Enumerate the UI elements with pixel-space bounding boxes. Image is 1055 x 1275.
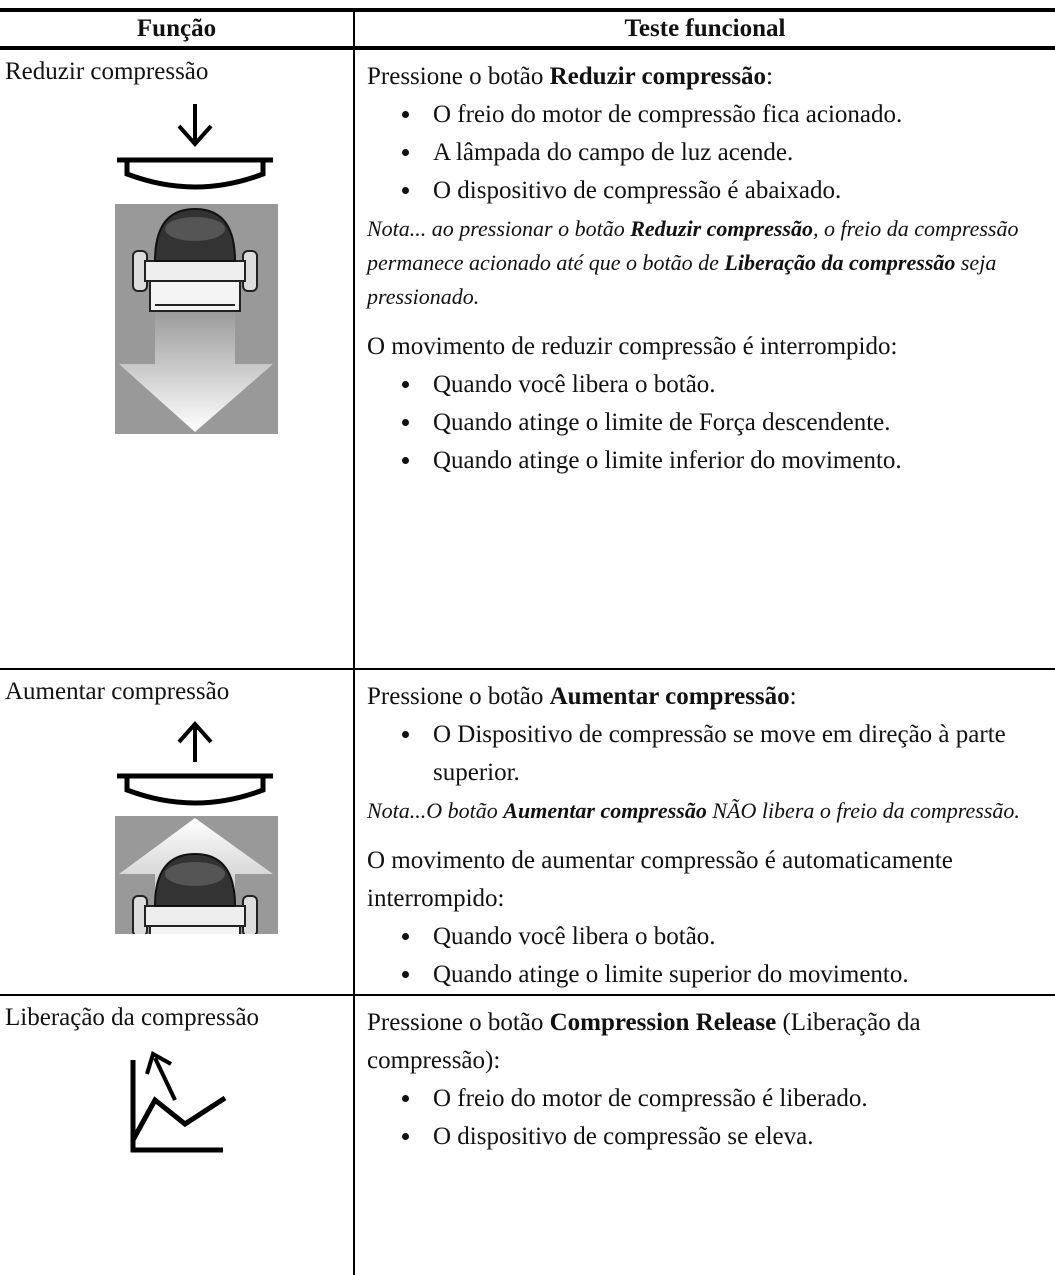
function-name: Liberação da compressão [5,1004,260,1031]
table-body: Reduzir compressão Pressione o botão Red… [0,48,1055,1275]
table-row: Reduzir compressão Pressione o botão Red… [0,48,1055,670]
text: NÃO libera o freio da compressão. [706,798,1020,823]
text: : [766,63,773,90]
text: O movimento de aumentar compressão é aut… [367,847,953,912]
text: : [789,683,797,710]
bold-text: Liberação da compressão [724,250,956,275]
icon-release [130,1051,227,1153]
header-cell: Função [0,8,355,50]
bold-text: Reduzir compressão [549,63,767,90]
paragraph: Pressione o botão Aumentar compressão: [367,678,1055,716]
bold-text: Reduzir compressão [630,216,813,241]
function-cell: Liberação da compressão [0,995,355,1275]
header-row: Função Teste funcional [0,8,1055,50]
bullet-list: O Dispositivo de compressão se move em d… [367,716,1055,792]
function-cell: Aumentar compressão [0,669,355,996]
test-cell: Pressione o botão Aumentar compressão:O … [354,669,1055,996]
function-name: Reduzir compressão [5,58,209,85]
text: Pressione o botão [367,683,550,710]
bullet-item: A lâmpada do campo de luz acende. [423,134,1055,172]
test-cell: Pressione o botão Reduzir compressão:O f… [354,48,1055,670]
bullet-item: O Dispositivo de compressão se move em d… [423,716,1055,792]
text: seja pressionado. [367,250,997,309]
bold-text: Aumentar compressão [549,683,790,710]
bullet-list: Quando você libera o botão.Quando atinge… [367,366,1055,480]
paragraph: Pressione o botão Reduzir compressão: [367,58,1055,96]
bullet-item: Quando atinge o limite superior do movim… [423,956,1055,994]
icon-lower [115,104,278,434]
function-name: Aumentar compressão [5,678,230,705]
table-row: Aumentar compressão Pressione o botão Au… [0,669,1055,996]
text: , o freio da compressão permanece aciona… [367,216,1019,275]
bullet-list: O freio do motor de compressão é liberad… [367,1080,1055,1156]
bullet-item: Quando você libera o botão. [423,918,1055,956]
table-row: Liberação da compressão Pressione o botã… [0,995,1055,1275]
paragraph: Pressione o botão Compression Release (L… [367,1004,1055,1080]
bullet-item: Quando você libera o botão. [423,366,1055,404]
function-cell: Reduzir compressão [0,48,355,670]
text: Pressione o botão [367,1009,550,1036]
document: {"table": { "headers": ["Função", "Teste… [0,8,1055,1275]
bullet-list: O freio do motor de compressão fica acio… [367,96,1055,210]
text: (Liberação da compressão): [367,1009,921,1074]
text: Pressione o botão [367,63,550,90]
text: Nota... ao pressionar o botão [367,216,631,241]
page: html, body { margin: 0; padding: 0; back… [0,0,1055,1215]
paragraph: O movimento de aumentar compressão é aut… [367,842,1055,918]
header-cell: Teste funcional [354,8,1055,50]
bullet-list: Quando você libera o botão.Quando atinge… [367,918,1055,994]
bullet-item: O dispositivo de compressão é abaixado. [423,172,1055,210]
bold-text: Aumentar compressão [503,798,707,823]
bold-text: Compression Release [549,1009,777,1036]
icon-raise [115,720,278,934]
function-table: Função Teste funcional Reduzir compressã… [0,8,1055,1275]
note: Nota... ao pressionar o botão Reduzir co… [367,212,1055,314]
bullet-item: Quando atinge o limite de Força descende… [423,404,1055,442]
bullet-item: O freio do motor de compressão fica acio… [423,96,1055,134]
paragraph: O movimento de reduzir compressão é inte… [367,328,1055,366]
bullet-item: Quando atinge o limite inferior do movim… [423,442,1055,480]
text: Nota...O botão [367,798,504,823]
note: Nota...O botão Aumentar compressão NÃO l… [367,794,1055,828]
bullet-item: O dispositivo de compressão se eleva. [423,1118,1055,1156]
test-cell: Pressione o botão Compression Release (L… [354,995,1055,1275]
bullet-item: O freio do motor de compressão é liberad… [423,1080,1055,1118]
text: O movimento de reduzir compressão é inte… [367,333,898,360]
